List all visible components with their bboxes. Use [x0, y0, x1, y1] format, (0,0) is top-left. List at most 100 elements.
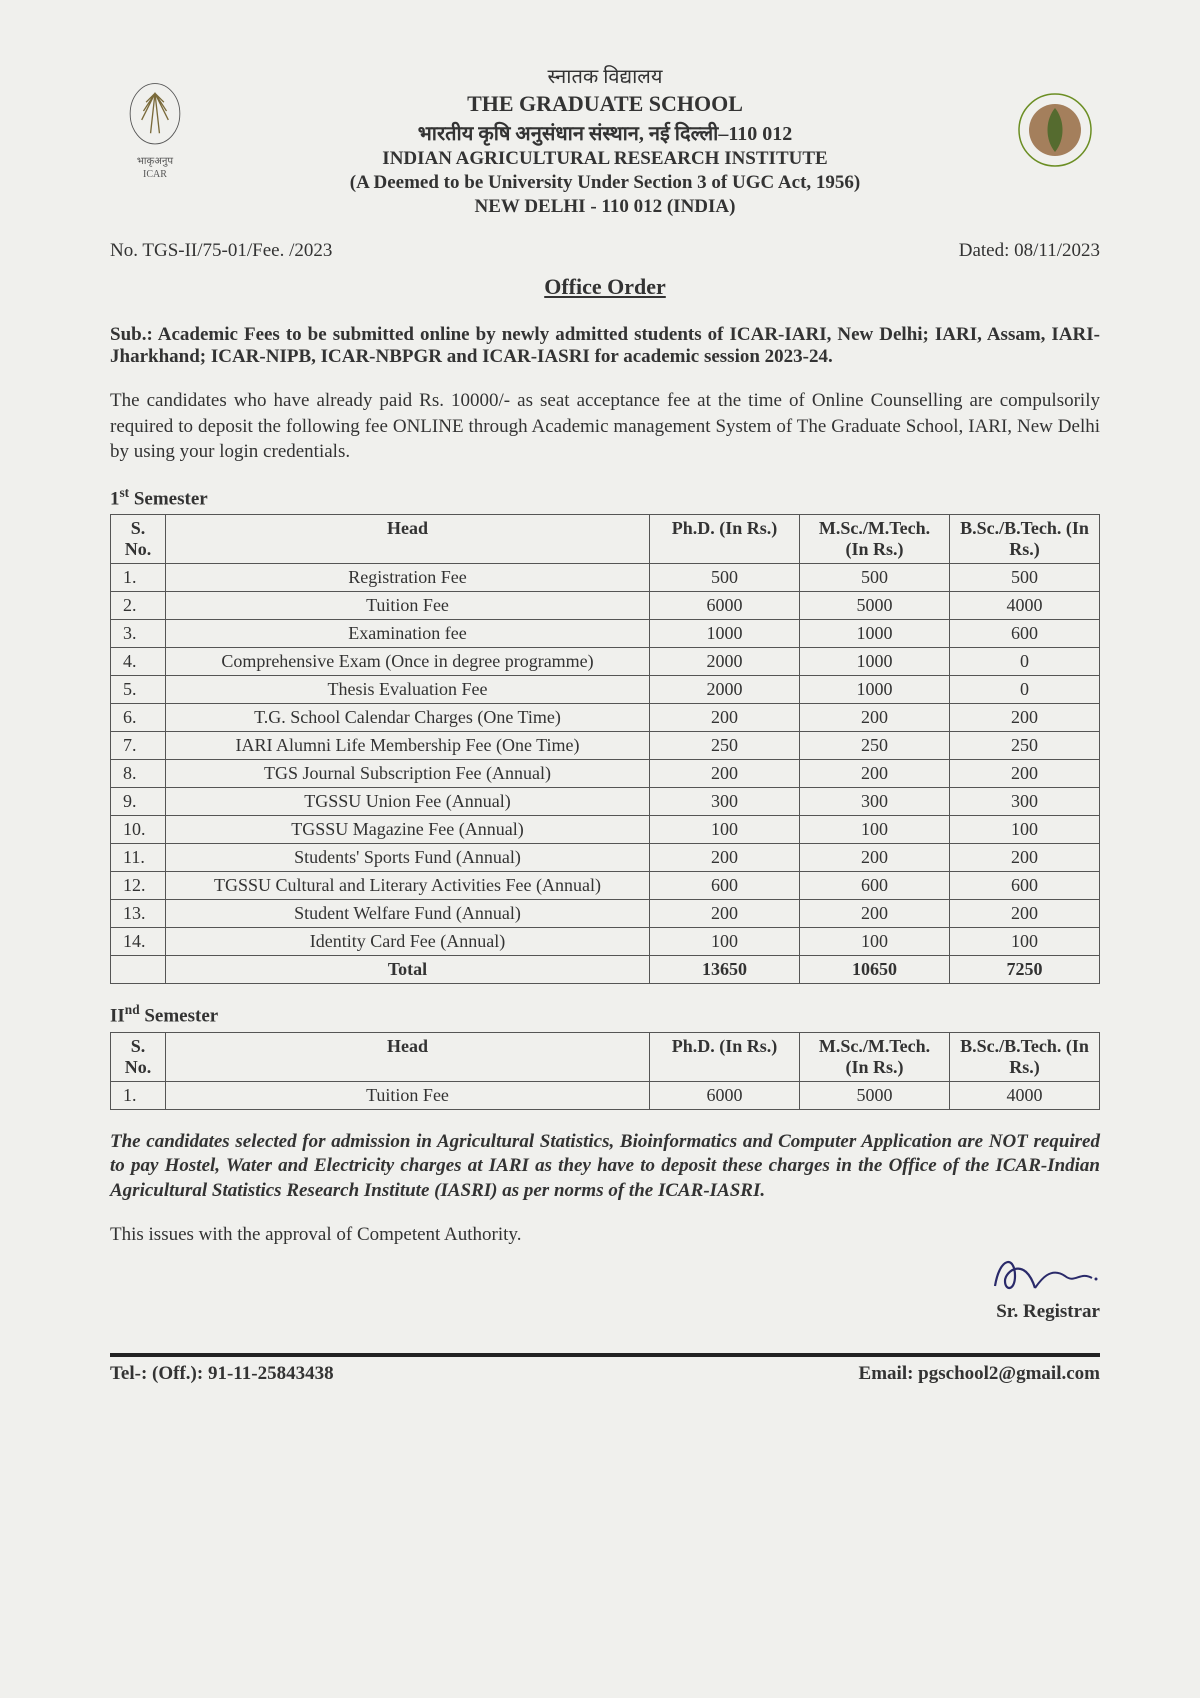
cell-msc: 5000 [800, 592, 950, 620]
table-row: 11.Students' Sports Fund (Annual)2002002… [111, 844, 1100, 872]
approval-line: This issues with the approval of Compete… [110, 1224, 1100, 1246]
reference-number: No. TGS-II/75-01/Fee. /2023 [110, 240, 332, 262]
table-row: 12.TGSSU Cultural and Literary Activitie… [111, 872, 1100, 900]
cell-msc: 5000 [800, 1081, 950, 1109]
cell-phd: 200 [650, 760, 800, 788]
cell-phd: 300 [650, 788, 800, 816]
cell-sno: 14. [111, 928, 166, 956]
cell-bsc: 250 [950, 732, 1100, 760]
icar-hindi: भाकृअनुप [137, 156, 173, 167]
cell-msc: 500 [800, 564, 950, 592]
cell-head: T.G. School Calendar Charges (One Time) [166, 704, 650, 732]
deemed-line: (A Deemed to be University Under Section… [220, 172, 990, 194]
cell-phd: 2000 [650, 648, 800, 676]
footer: Tel-: (Off.): 91-11-25843438 Email: pgsc… [110, 1363, 1100, 1385]
cell-head: Thesis Evaluation Fee [166, 676, 650, 704]
cell-sno: 3. [111, 620, 166, 648]
cell-msc: 600 [800, 872, 950, 900]
signature-icon [980, 1246, 1100, 1296]
cell-sno: 13. [111, 900, 166, 928]
cell-bsc: 4000 [950, 1081, 1100, 1109]
cell-sno: 6. [111, 704, 166, 732]
cell-head: Comprehensive Exam (Once in degree progr… [166, 648, 650, 676]
footer-tel: Tel-: (Off.): 91-11-25843438 [110, 1363, 334, 1385]
semester1-label: 1st Semester [110, 485, 1100, 510]
letterhead: भाकृअनुप ICAR स्नातक विद्यालय THE GRADUA… [110, 60, 1100, 220]
cell-bsc: 100 [950, 816, 1100, 844]
table-row: 10.TGSSU Magazine Fee (Annual)100100100 [111, 816, 1100, 844]
cell-sno: 1. [111, 1081, 166, 1109]
cell-bsc: 0 [950, 648, 1100, 676]
cell-head: Identity Card Fee (Annual) [166, 928, 650, 956]
cell-msc: 100 [800, 928, 950, 956]
cell-head: Students' Sports Fund (Annual) [166, 844, 650, 872]
intro-paragraph: The candidates who have already paid Rs.… [110, 388, 1100, 465]
cell-phd: 1000 [650, 620, 800, 648]
subject: Sub.: Academic Fees to be submitted onli… [110, 324, 1100, 368]
header-center: स्नातक विद्यालय THE GRADUATE SCHOOL भारत… [220, 60, 990, 220]
cell-sno: 5. [111, 676, 166, 704]
cell-bsc: 200 [950, 760, 1100, 788]
col-sno: S. No. [111, 1032, 166, 1081]
cell-phd: 600 [650, 872, 800, 900]
cell-msc: 200 [800, 760, 950, 788]
cell-sno: 2. [111, 592, 166, 620]
cell-bsc: 200 [950, 704, 1100, 732]
cell-head: Tuition Fee [166, 1081, 650, 1109]
table-row: 5.Thesis Evaluation Fee200010000 [111, 676, 1100, 704]
office-order-title: Office Order [110, 274, 1100, 300]
cell-phd: 6000 [650, 592, 800, 620]
cell-msc: 200 [800, 704, 950, 732]
col-head: Head [166, 515, 650, 564]
cell-msc: 200 [800, 900, 950, 928]
table-row: 9.TGSSU Union Fee (Annual)300300300 [111, 788, 1100, 816]
hindi-top: स्नातक विद्यालय [220, 62, 990, 89]
cell-phd: 500 [650, 564, 800, 592]
col-bsc: B.Sc./B.Tech. (In Rs.) [950, 1032, 1100, 1081]
col-head: Head [166, 1032, 650, 1081]
total-msc: 10650 [800, 956, 950, 984]
col-bsc: B.Sc./B.Tech. (In Rs.) [950, 515, 1100, 564]
icar-logo-left: भाकृअनुप ICAR [110, 80, 200, 180]
cell-bsc: 100 [950, 928, 1100, 956]
cell-bsc: 4000 [950, 592, 1100, 620]
cell-bsc: 0 [950, 676, 1100, 704]
col-msc: M.Sc./M.Tech. (In Rs.) [800, 515, 950, 564]
cell-sno: 4. [111, 648, 166, 676]
fee-table-semester1: S. No. Head Ph.D. (In Rs.) M.Sc./M.Tech.… [110, 514, 1100, 984]
table-row: 13.Student Welfare Fund (Annual)20020020… [111, 900, 1100, 928]
cell-msc: 100 [800, 816, 950, 844]
cell-head: Student Welfare Fund (Annual) [166, 900, 650, 928]
subject-text: Academic Fees to be submitted online by … [110, 324, 1100, 367]
subject-label: Sub.: [110, 324, 158, 345]
cell-msc: 200 [800, 844, 950, 872]
table-row: 14.Identity Card Fee (Annual)100100100 [111, 928, 1100, 956]
cell-sno: 11. [111, 844, 166, 872]
table-row: 6.T.G. School Calendar Charges (One Time… [111, 704, 1100, 732]
cell-phd: 200 [650, 704, 800, 732]
table-header-row: S. No. Head Ph.D. (In Rs.) M.Sc./M.Tech.… [111, 1032, 1100, 1081]
address-line: NEW DELHI - 110 012 (INDIA) [220, 196, 990, 218]
cell-head: TGS Journal Subscription Fee (Annual) [166, 760, 650, 788]
col-phd: Ph.D. (In Rs.) [650, 1032, 800, 1081]
table-row: 7.IARI Alumni Life Membership Fee (One T… [111, 732, 1100, 760]
cell-phd: 6000 [650, 1081, 800, 1109]
icar-en: ICAR [143, 169, 167, 180]
cell-bsc: 200 [950, 844, 1100, 872]
table-row: 4.Comprehensive Exam (Once in degree pro… [111, 648, 1100, 676]
table-row: 1.Registration Fee500500500 [111, 564, 1100, 592]
hindi-institute: भारतीय कृषि अनुसंधान संस्थान, नई दिल्ली–… [220, 119, 990, 146]
cell-head: TGSSU Magazine Fee (Annual) [166, 816, 650, 844]
cell-msc: 1000 [800, 620, 950, 648]
footer-rule [110, 1353, 1100, 1357]
cell-phd: 100 [650, 816, 800, 844]
cell-head: TGSSU Cultural and Literary Activities F… [166, 872, 650, 900]
table-row: 1.Tuition Fee600050004000 [111, 1081, 1100, 1109]
table-row: 2.Tuition Fee600050004000 [111, 592, 1100, 620]
iasri-note: The candidates selected for admission in… [110, 1130, 1100, 1204]
cell-msc: 1000 [800, 648, 950, 676]
cell-sno: 1. [111, 564, 166, 592]
total-label: Total [166, 956, 650, 984]
cell-sno: 7. [111, 732, 166, 760]
table-header-row: S. No. Head Ph.D. (In Rs.) M.Sc./M.Tech.… [111, 515, 1100, 564]
